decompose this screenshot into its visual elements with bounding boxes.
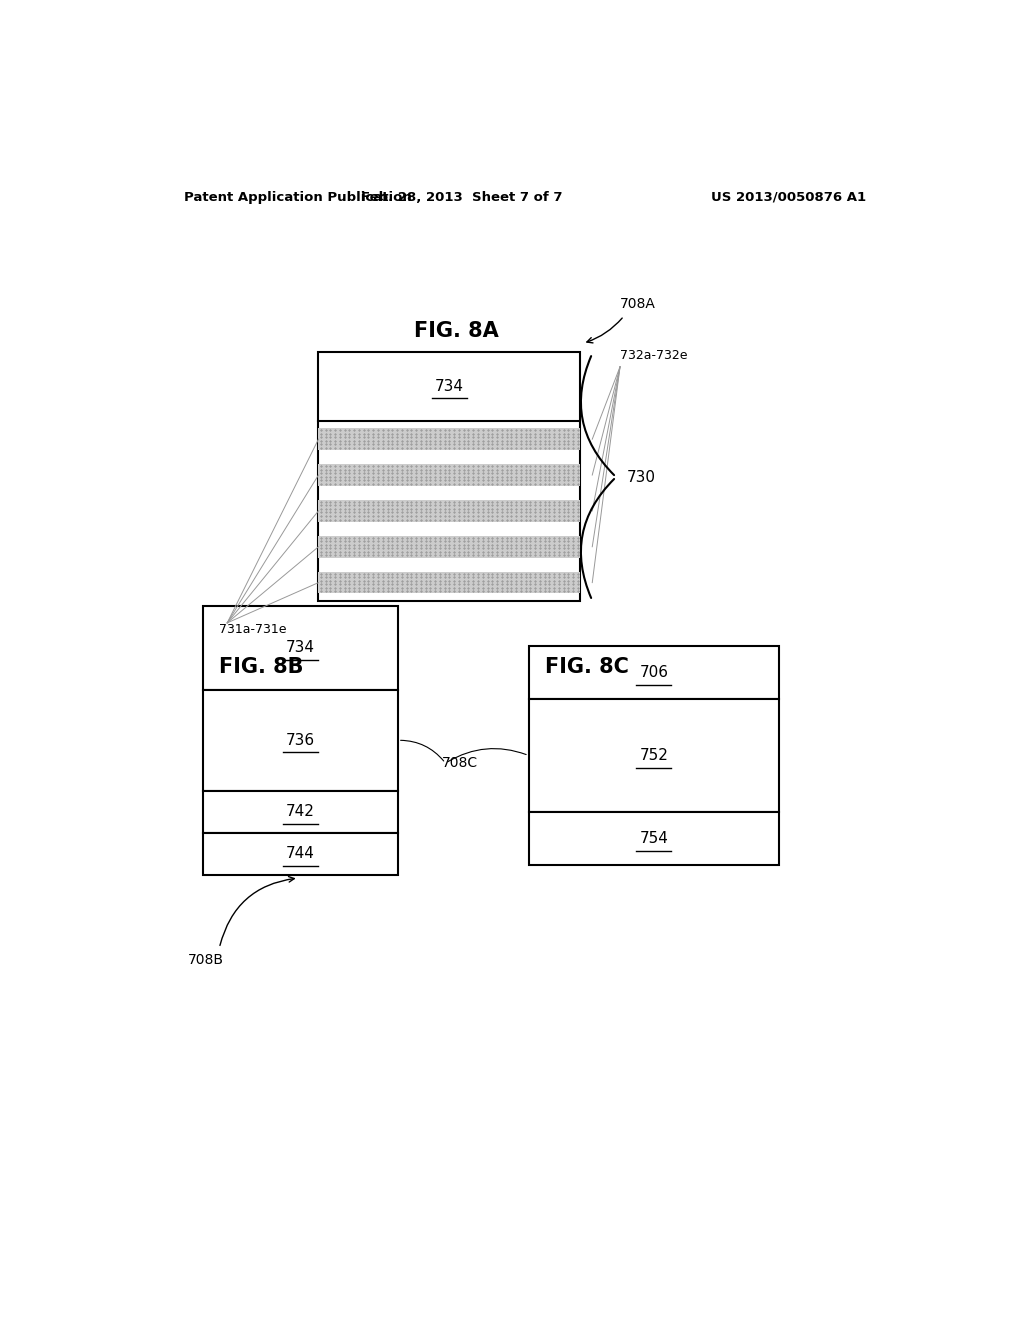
Text: 734: 734 <box>286 640 315 655</box>
Text: FIG. 8A: FIG. 8A <box>414 321 499 342</box>
Text: FIG. 8B: FIG. 8B <box>219 657 304 677</box>
Text: 742: 742 <box>286 804 315 820</box>
Text: 730: 730 <box>627 470 655 484</box>
Bar <box>204 690 397 791</box>
Text: US 2013/0050876 A1: US 2013/0050876 A1 <box>711 191 866 203</box>
Bar <box>204 833 397 875</box>
Text: 734: 734 <box>435 379 464 393</box>
Bar <box>318 536 581 557</box>
Text: 731a-731e: 731a-731e <box>219 623 287 636</box>
Text: 752: 752 <box>639 748 669 763</box>
Bar <box>528 812 779 865</box>
Text: Patent Application Publication: Patent Application Publication <box>183 191 412 203</box>
Bar <box>318 500 581 521</box>
Bar <box>204 791 397 833</box>
Text: 732a-732e: 732a-732e <box>620 348 687 362</box>
Text: 736: 736 <box>286 733 315 748</box>
Text: 708C: 708C <box>441 756 477 770</box>
Text: 754: 754 <box>639 832 669 846</box>
Bar <box>528 647 779 698</box>
Text: 708A: 708A <box>620 297 656 312</box>
Bar <box>318 465 581 486</box>
Text: FIG. 8C: FIG. 8C <box>545 657 629 677</box>
Bar <box>318 572 581 594</box>
Bar <box>318 351 581 601</box>
Bar <box>528 698 779 812</box>
Text: 708B: 708B <box>187 953 223 968</box>
Bar <box>318 429 581 450</box>
Bar <box>204 606 397 690</box>
Text: Feb. 28, 2013  Sheet 7 of 7: Feb. 28, 2013 Sheet 7 of 7 <box>360 191 562 203</box>
Text: 744: 744 <box>286 846 315 862</box>
Text: 706: 706 <box>639 665 669 680</box>
